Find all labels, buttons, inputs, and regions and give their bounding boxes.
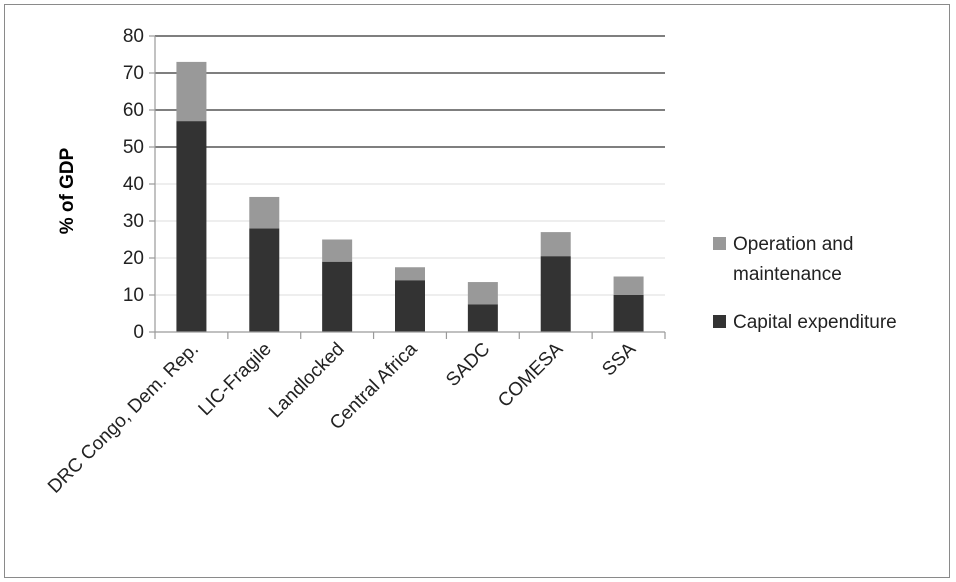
x-category-label: LIC-Fragile (195, 339, 276, 420)
x-category-labels: DRC Congo, Dem. Rep.LIC-FragileLandlocke… (44, 338, 640, 497)
bar-operation-maintenance-2 (322, 239, 353, 262)
bar-capital-expenditure-4 (467, 304, 498, 332)
grid-layer (155, 35, 665, 296)
y-tick-label: 60 (123, 100, 144, 121)
x-category-label: SADC (442, 339, 494, 391)
bar-capital-expenditure-1 (249, 228, 280, 332)
legend-label: Operation and (733, 234, 853, 255)
legend-label: Capital expenditure (733, 312, 897, 333)
legend-swatch-0 (713, 237, 726, 250)
axis-layer (149, 35, 666, 339)
y-tick-label: 30 (123, 211, 144, 232)
chart-svg: 0 10 20 30 40 50 60 70 80 DRC Congo, Dem. Rep.LI… (44, 26, 897, 498)
bar-operation-maintenance-0 (176, 61, 207, 122)
y-tick-label: 10 (123, 285, 144, 306)
bar-operation-maintenance-1 (249, 196, 280, 229)
bar-capital-expenditure-6 (613, 295, 644, 332)
x-category-label: DRC Congo, Dem. Rep. (44, 339, 203, 498)
y-tick-label: 0 (133, 322, 144, 343)
bars-layer (176, 61, 644, 332)
bar-capital-expenditure-3 (395, 280, 425, 332)
legend-swatch-1 (713, 315, 726, 328)
bar-capital-expenditure-2 (322, 261, 353, 332)
legend: Operation and maintenance Capital expendit… (713, 234, 897, 333)
bar-operation-maintenance-4 (467, 282, 498, 305)
y-axis-label: % of GDP (57, 147, 78, 234)
bar-capital-expenditure-5 (540, 256, 571, 332)
chart-frame: 0 10 20 30 40 50 60 70 80 DRC Congo, Dem. Rep. LI… (4, 4, 950, 578)
y-tick-label: 70 (123, 63, 144, 84)
bar-operation-maintenance-3 (395, 267, 425, 281)
bar-capital-expenditure-0 (176, 121, 207, 332)
bar-operation-maintenance-5 (540, 232, 571, 257)
legend-label: maintenance (733, 264, 842, 285)
bar-operation-maintenance-6 (613, 276, 644, 295)
y-tick-labels: 0 10 20 30 40 50 60 70 80 (123, 26, 144, 343)
y-tick-label: 50 (123, 137, 144, 158)
x-category-label: SSA (598, 338, 640, 380)
y-tick-label: 80 (123, 26, 144, 47)
y-tick-label: 20 (123, 248, 144, 269)
x-category-label: COMESA (494, 338, 567, 411)
y-tick-label: 40 (123, 174, 144, 195)
